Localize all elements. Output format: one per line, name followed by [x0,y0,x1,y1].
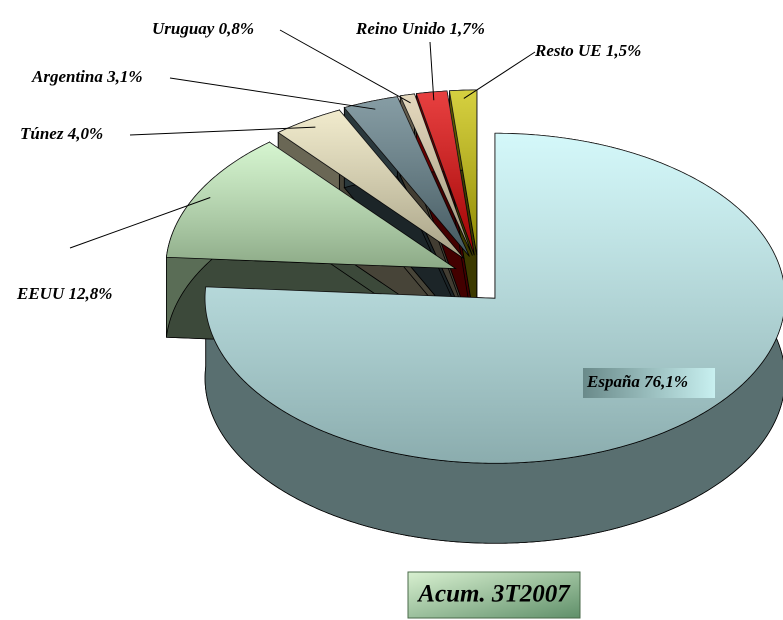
slice-rim [204,132,783,544]
leader-line [129,126,316,136]
slice-shade [416,91,475,256]
value-label: 1,7% [450,19,485,38]
category-label: Reino Unido [355,19,445,38]
title-box [407,571,581,619]
leader-line [69,197,211,249]
leader-line [169,77,376,110]
value-label: 1,5% [606,41,641,60]
leader-line [463,51,536,99]
category-label: EEUU [16,284,65,303]
category-label: España [586,372,640,391]
slice-shade [344,96,470,257]
leader-line [279,29,411,104]
slice-label: Argentina 3,1% [31,67,143,86]
value-label: 12,8% [68,284,112,303]
labels: España 76,1% EEUU 12,8% Túnez 4,0% Argentin… [16,19,715,398]
chart-title: Acum. 3T2007 [416,581,571,608]
slice-label: España 76,1% [586,372,688,391]
slice-shade [400,93,473,256]
category-label: Resto UE [534,41,602,60]
label-box [583,368,715,398]
slice-label: Reino Unido 1,7% [355,19,485,38]
value-label: 76,1% [644,372,688,391]
category-label: Uruguay [152,19,215,38]
slice-label: EEUU 12,8% [16,284,112,303]
slice-label: Túnez 4,0% [20,124,103,143]
leader-line [429,41,435,101]
slice-label: Resto UE 1,5% [534,41,641,60]
category-label: Túnez [20,124,64,143]
slice-shade [166,142,456,269]
category-label: Argentina [31,67,103,86]
slice-shade [449,90,477,256]
value-label: 3,1% [106,67,142,86]
value-label: 4,0% [67,124,103,143]
slice-label: Uruguay 0,8% [152,19,254,38]
slice-shade [278,110,465,259]
value-label: 0,8% [219,19,254,38]
